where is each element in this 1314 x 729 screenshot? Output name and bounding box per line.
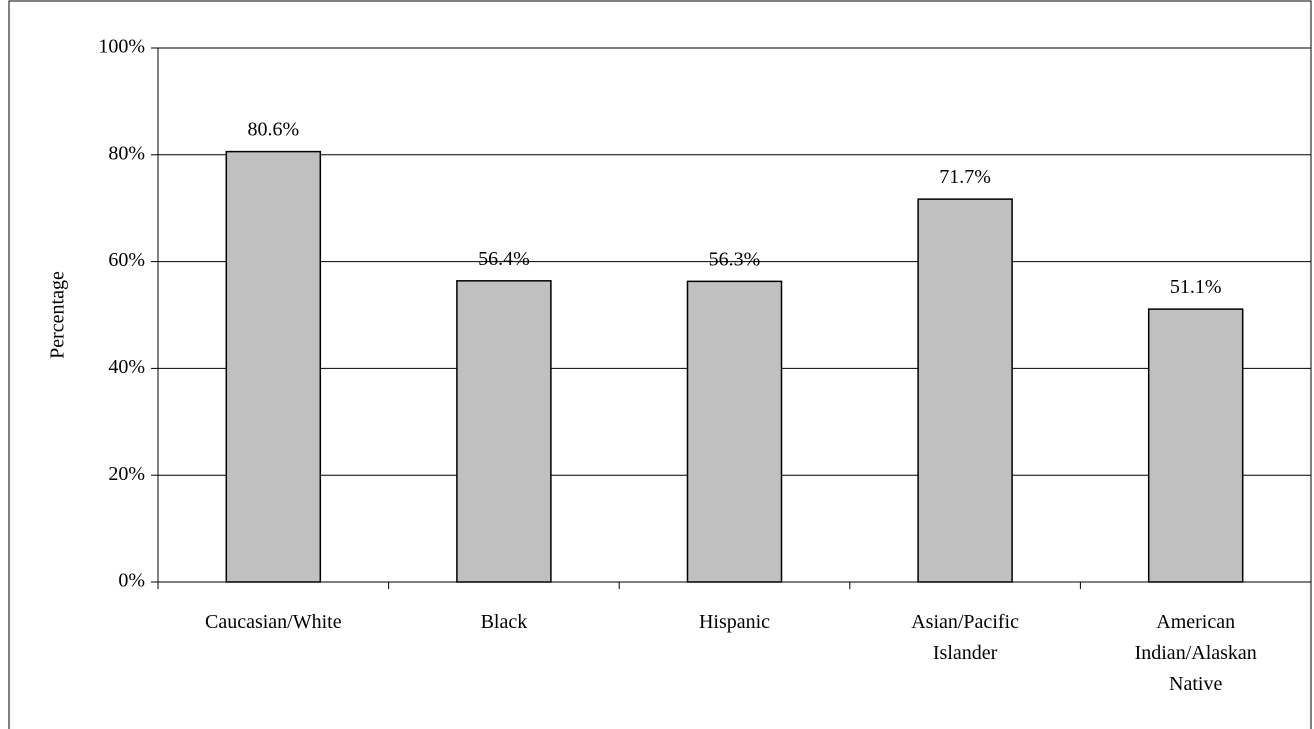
bar	[456, 280, 552, 583]
category-label: Indian/Alaskan	[1135, 642, 1257, 664]
y-tick-label: 20%	[108, 463, 145, 485]
category-label: American	[1156, 611, 1235, 633]
chart-frame	[8, 0, 1312, 729]
y-tick-label: 100%	[98, 36, 145, 58]
labels: 80.6% Caucasian/White 56.4% Black 56.3% Hispa…	[205, 119, 1257, 695]
y-tick-label: 80%	[108, 142, 145, 164]
category-label: Asian/Pacific	[911, 611, 1019, 633]
bars	[225, 150, 1244, 583]
bar	[1147, 308, 1244, 583]
category-label: Black	[481, 611, 528, 633]
data-label: 56.4%	[478, 248, 530, 270]
data-label: 80.6%	[247, 119, 299, 141]
y-tick-label: 0%	[118, 570, 145, 592]
bar	[917, 198, 1013, 583]
category-label: Caucasian/White	[205, 611, 342, 633]
y-tick-label: 40%	[108, 356, 145, 378]
axes: 0% 20% 40% 60% 80% 100%	[98, 36, 1312, 592]
data-label: 51.1%	[1170, 276, 1222, 298]
category-label: Native	[1169, 673, 1222, 695]
y-axis-title: Percentage	[47, 271, 69, 359]
chart-border	[8, 0, 1312, 729]
y-tick-label: 60%	[108, 249, 145, 271]
bar	[686, 280, 783, 583]
data-label: 56.3%	[709, 248, 761, 270]
category-label: Islander	[933, 642, 998, 664]
bar	[225, 150, 322, 583]
data-label: 71.7%	[939, 166, 991, 188]
category-label: Hispanic	[699, 611, 770, 633]
